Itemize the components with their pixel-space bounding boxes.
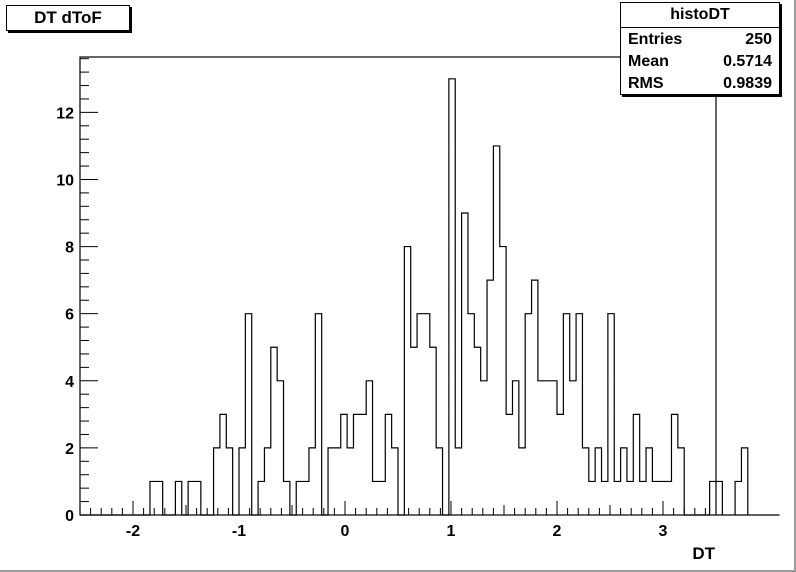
x-tick-label: 0	[341, 523, 350, 540]
chart-title-text: DT dToF	[34, 8, 102, 27]
histogram-series	[80, 78, 780, 516]
x-tick-label: 3	[659, 523, 668, 540]
stats-value: 0.9839	[723, 75, 772, 92]
stats-label: Entries	[628, 31, 683, 48]
stats-value: 0.5714	[723, 53, 772, 70]
x-axis-label: DT	[692, 544, 715, 563]
stats-box: histoDT Entries 250 Mean 0.5714 RMS 0.98…	[620, 2, 780, 95]
stats-row-entries: Entries 250	[621, 28, 779, 50]
y-tick-label: 12	[56, 105, 74, 122]
y-tick-label: 10	[56, 172, 74, 189]
stats-label: RMS	[628, 75, 664, 92]
stats-value: 250	[745, 31, 772, 48]
stats-row-rms: RMS 0.9839	[621, 72, 779, 94]
stats-label: Mean	[628, 53, 669, 70]
x-tick-label: 1	[447, 523, 456, 540]
y-tick-label: 6	[65, 307, 74, 324]
y-tick-label: 8	[65, 240, 74, 257]
y-tick-label: 0	[65, 508, 74, 525]
plot-frame	[79, 56, 717, 516]
stats-name: histoDT	[621, 3, 779, 28]
stats-row-mean: Mean 0.5714	[621, 50, 779, 72]
chart-title: DT dToF	[6, 5, 130, 31]
y-tick-label: 4	[65, 374, 74, 391]
x-tick-label: -2	[126, 523, 140, 540]
x-tick-label: 2	[553, 523, 562, 540]
x-tick-label: -1	[232, 523, 246, 540]
y-tick-label: 2	[65, 441, 74, 458]
